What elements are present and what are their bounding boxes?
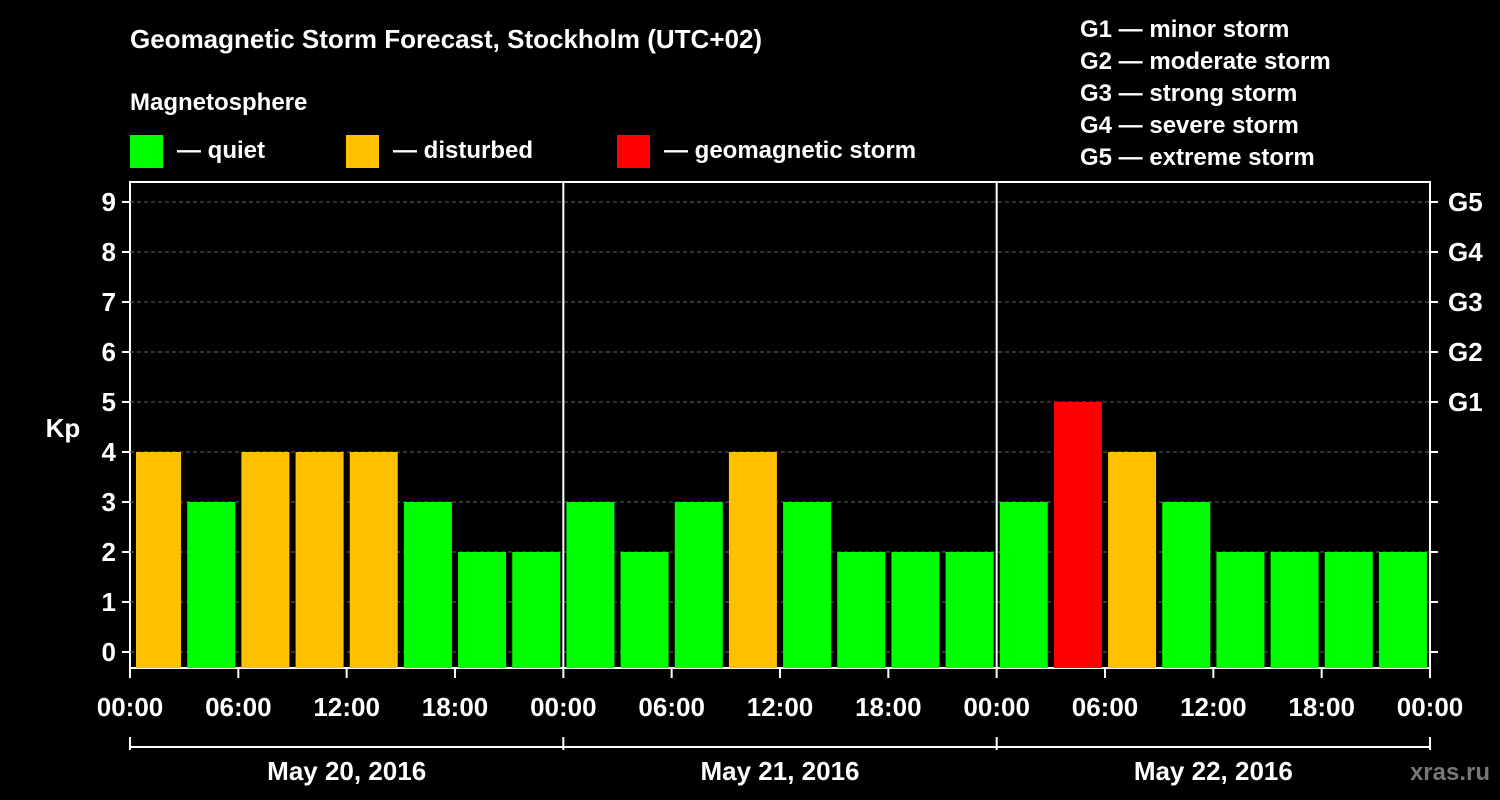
kp-bar-21: [1270, 552, 1319, 668]
y-tick-label-6: 6: [102, 337, 116, 367]
legend-label-disturbed: — disturbed: [393, 137, 533, 164]
x-tick-label-9: 06:00: [1072, 692, 1139, 722]
x-tick-label-7: 18:00: [855, 692, 922, 722]
kp-bar-7: [512, 552, 561, 668]
watermark: xras.ru: [1410, 759, 1490, 786]
plot-area: [129, 181, 1431, 669]
kp-bar-22: [1324, 552, 1373, 668]
g-level-label-g3: G3: [1448, 287, 1483, 317]
g-level-label-g4: G4: [1448, 237, 1483, 267]
kp-bar-13: [837, 552, 886, 668]
kp-bar-18: [1108, 452, 1157, 668]
storm-scale-g3: G3 — strong storm: [1080, 80, 1297, 107]
x-tick-label-0: 00:00: [97, 692, 164, 722]
kp-bar-8: [566, 502, 615, 668]
kp-bar-14: [891, 552, 940, 668]
y-tick-label-8: 8: [102, 237, 116, 267]
kp-bar-12: [783, 502, 832, 668]
legend-swatch-disturbed: [346, 135, 379, 168]
y-tick-label-1: 1: [102, 587, 116, 617]
kp-bar-20: [1216, 552, 1265, 668]
x-tick-label-3: 18:00: [422, 692, 489, 722]
x-tick-label-6: 12:00: [747, 692, 814, 722]
x-tick-label-12: 00:00: [1397, 692, 1464, 722]
legend-swatch-quiet: [130, 135, 163, 168]
kp-bar-23: [1378, 552, 1427, 668]
y-tick-label-9: 9: [102, 187, 116, 217]
storm-scale-g2: G2 — moderate storm: [1080, 48, 1331, 75]
kp-bar-5: [403, 502, 452, 668]
y-tick-label-0: 0: [102, 637, 116, 667]
legend-heading: Magnetosphere: [130, 89, 307, 116]
bars-layer: [136, 402, 1427, 668]
kp-bar-1: [187, 502, 236, 668]
kp-bar-3: [295, 452, 344, 668]
kp-bar-2: [241, 452, 290, 668]
g-level-label-g2: G2: [1448, 337, 1483, 367]
kp-bar-16: [999, 502, 1048, 668]
kp-bar-10: [674, 502, 723, 668]
kp-bar-17: [1053, 402, 1102, 668]
storm-scale-g4: G4 — severe storm: [1080, 112, 1299, 139]
kp-bar-9: [620, 552, 669, 668]
date-label-1: May 21, 2016: [700, 756, 859, 786]
kp-bar-0: [136, 452, 182, 668]
kp-bar-11: [728, 452, 777, 668]
storm-scale-g5: G5 — extreme storm: [1080, 144, 1315, 171]
x-tick-label-1: 06:00: [205, 692, 272, 722]
y-tick-label-4: 4: [102, 437, 117, 467]
date-label-2: May 22, 2016: [1134, 756, 1293, 786]
kp-bar-4: [349, 452, 398, 668]
axes-layer: 0 1 2 3 4 5 6 7 8 9 G1 G2 G3 G4 G5 00:00 06:00 12:00 18:00…: [97, 182, 1483, 786]
y-axis-label: Kp: [46, 413, 81, 443]
x-tick-label-5: 06:00: [638, 692, 705, 722]
g-level-label-g1: G1: [1448, 387, 1483, 417]
kp-bar-6: [458, 552, 507, 668]
kp-bar-15: [945, 552, 994, 668]
x-tick-label-4: 00:00: [530, 692, 597, 722]
legend-label-storm: — geomagnetic storm: [664, 137, 916, 164]
y-tick-label-7: 7: [102, 287, 116, 317]
g-level-label-g5: G5: [1448, 187, 1483, 217]
y-tick-label-2: 2: [102, 537, 116, 567]
date-label-0: May 20, 2016: [267, 756, 426, 786]
chart-title: Geomagnetic Storm Forecast, Stockholm (U…: [130, 24, 762, 54]
y-tick-label-3: 3: [102, 487, 116, 517]
x-tick-label-10: 12:00: [1180, 692, 1247, 722]
kp-bar-19: [1162, 502, 1211, 668]
y-tick-label-5: 5: [102, 387, 116, 417]
x-tick-label-11: 18:00: [1288, 692, 1355, 722]
storm-scale-g1: G1 — minor storm: [1080, 16, 1289, 43]
legend-label-quiet: — quiet: [177, 137, 265, 164]
legend-swatch-storm: [617, 135, 650, 168]
x-tick-label-2: 12:00: [313, 692, 380, 722]
x-tick-label-8: 00:00: [963, 692, 1030, 722]
